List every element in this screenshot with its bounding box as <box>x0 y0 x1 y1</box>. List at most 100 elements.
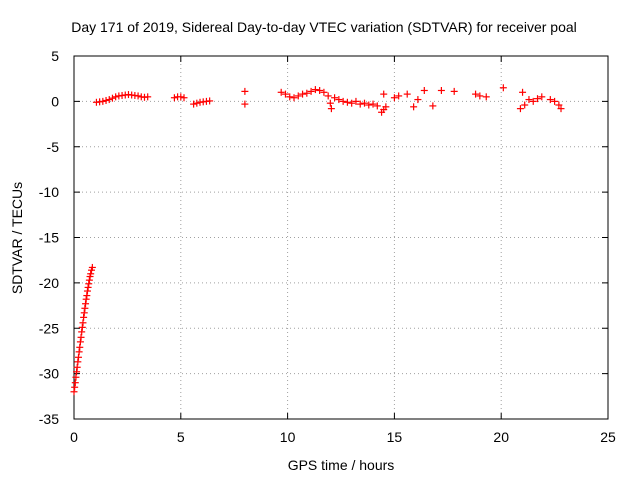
data-point <box>83 287 91 295</box>
data-point <box>73 363 81 371</box>
x-tick-label: 25 <box>600 429 616 445</box>
x-axis-ticks: 0 5 10 15 20 25 <box>70 56 616 445</box>
data-point <box>551 97 559 105</box>
data-point <box>241 87 249 95</box>
data-point <box>82 300 90 308</box>
data-point <box>193 99 201 107</box>
data-point <box>410 103 418 111</box>
data-point <box>482 93 490 101</box>
data-point <box>311 86 319 94</box>
grid-lines <box>74 56 608 419</box>
data-point <box>365 101 373 109</box>
data-point <box>77 333 85 341</box>
data-point <box>476 92 484 100</box>
data-point <box>519 88 527 96</box>
data-point <box>71 383 79 391</box>
data-point <box>437 86 445 94</box>
data-point <box>134 92 142 100</box>
data-point <box>82 295 90 303</box>
data-point <box>241 100 249 108</box>
y-tick-label: -10 <box>39 184 59 200</box>
data-point <box>87 270 95 278</box>
data-point <box>414 96 422 104</box>
data-point <box>180 94 188 102</box>
data-point <box>72 373 80 381</box>
data-point <box>74 358 82 366</box>
data-point <box>390 94 398 102</box>
y-tick-label: 5 <box>51 48 59 64</box>
data-point <box>380 106 388 114</box>
y-tick-label: -20 <box>39 275 59 291</box>
data-point <box>299 90 307 98</box>
data-point <box>78 323 86 331</box>
data-point <box>352 97 360 105</box>
data-point <box>343 98 351 106</box>
y-tick-label: -25 <box>39 320 59 336</box>
data-point <box>81 304 89 312</box>
data-point <box>307 87 315 95</box>
x-tick-label: 15 <box>387 429 403 445</box>
data-point <box>450 87 458 95</box>
data-point <box>331 94 339 102</box>
x-tick-label: 5 <box>177 429 185 445</box>
data-point <box>499 84 507 92</box>
data-point <box>78 328 86 336</box>
data-point <box>84 283 92 291</box>
y-axis-label: SDTVAR / TECUs <box>9 182 25 294</box>
data-point <box>316 86 324 94</box>
data-point <box>557 105 565 113</box>
data-point <box>373 102 381 110</box>
data-point <box>521 101 529 109</box>
x-tick-label: 0 <box>70 429 78 445</box>
data-point <box>70 388 78 396</box>
data-point <box>380 90 388 98</box>
data-point <box>525 96 533 104</box>
y-tick-label: -35 <box>39 411 59 427</box>
data-point <box>339 97 347 105</box>
y-tick-label: 0 <box>51 93 59 109</box>
data-point <box>85 276 93 284</box>
data-point <box>420 86 428 94</box>
data-point <box>294 92 302 100</box>
data-point <box>190 100 198 108</box>
data-point <box>286 93 294 101</box>
data-point <box>83 292 91 300</box>
data-point <box>80 309 88 317</box>
data-point <box>324 92 332 100</box>
data-point <box>75 348 83 356</box>
x-axis-label: GPS time / hours <box>288 457 395 473</box>
data-point <box>403 90 411 98</box>
data-point <box>76 338 84 346</box>
data-point <box>538 93 546 101</box>
data-point <box>327 105 335 113</box>
chart-title: Day 171 of 2019, Sidereal Day-to-day VTE… <box>71 19 577 35</box>
y-tick-label: -30 <box>39 366 59 382</box>
data-point <box>206 97 214 105</box>
data-point <box>356 100 364 108</box>
data-point <box>79 319 87 327</box>
data-point <box>395 92 403 100</box>
data-point <box>74 353 82 361</box>
data-point <box>472 90 480 98</box>
data-point <box>105 96 113 104</box>
data-points <box>70 84 565 396</box>
data-point <box>108 94 116 102</box>
data-point <box>369 100 377 108</box>
data-point <box>529 97 537 105</box>
data-point <box>73 368 81 376</box>
data-point <box>102 96 110 104</box>
data-point <box>144 93 152 101</box>
data-point <box>534 95 542 103</box>
data-point <box>290 94 298 102</box>
data-point <box>303 89 311 97</box>
data-point <box>335 96 343 104</box>
data-point <box>85 280 93 288</box>
data-point <box>348 99 356 107</box>
data-point <box>360 99 368 107</box>
data-point <box>177 93 185 101</box>
x-tick-label: 20 <box>493 429 509 445</box>
data-point <box>326 99 334 107</box>
y-tick-label: -5 <box>47 139 60 155</box>
data-point <box>320 88 328 96</box>
